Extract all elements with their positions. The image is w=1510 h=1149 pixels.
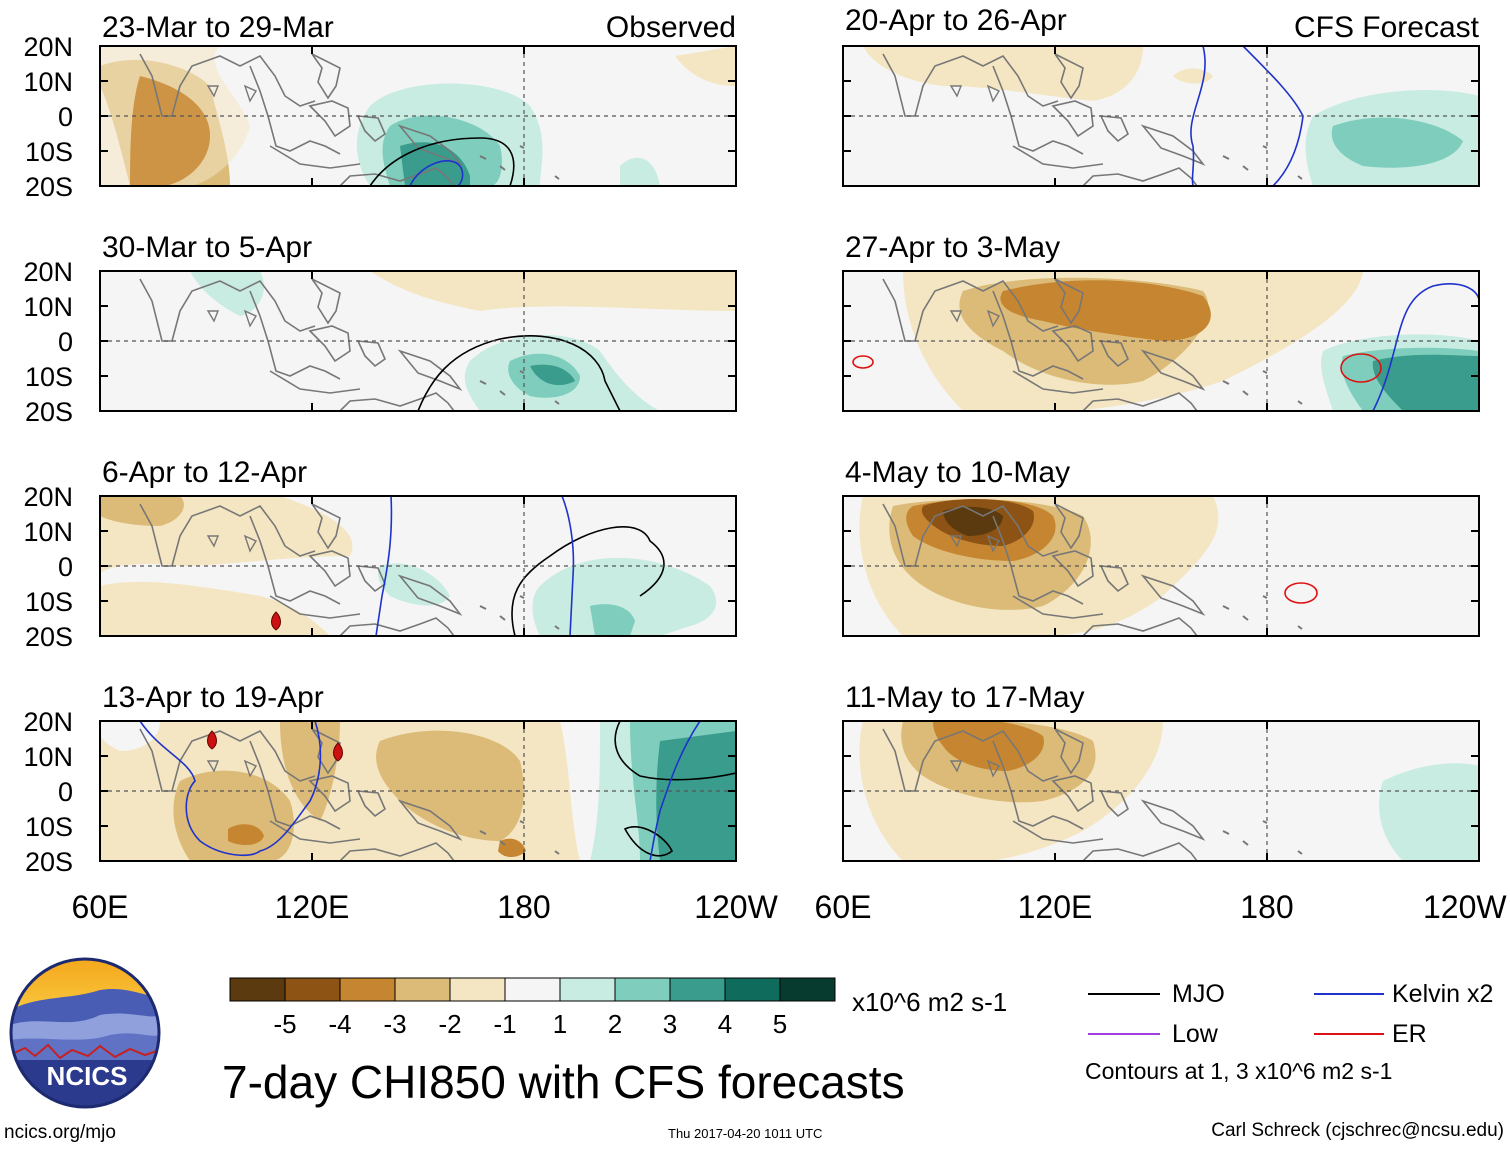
timestamp: Thu 2017-04-20 1011 UTC — [668, 1126, 823, 1141]
longitude-label: 60E — [815, 889, 872, 925]
latitude-label: 10N — [23, 742, 73, 772]
longitude-label: 120W — [694, 889, 778, 925]
colorbar-label: -1 — [493, 1009, 516, 1039]
panel-title: 4-May to 10-May — [845, 456, 1070, 489]
site-link[interactable]: ncics.org/mjo — [4, 1122, 116, 1143]
forecast-header: CFS Forecast — [1294, 11, 1480, 44]
colorbar-label: 5 — [773, 1009, 787, 1039]
colorbar-label: 2 — [608, 1009, 622, 1039]
panel-left-3 — [99, 495, 737, 637]
latitude-label: 0 — [58, 327, 73, 357]
longitude-label: 120E — [275, 889, 350, 925]
latitude-label: 20S — [25, 172, 73, 202]
low-legend-label: Low — [1172, 1020, 1218, 1048]
panel-right-1 — [842, 45, 1480, 187]
latitude-label: 20N — [23, 482, 73, 512]
colorbar-units: x10^6 m2 s-1 — [852, 987, 1008, 1017]
latitude-label: 20N — [23, 707, 73, 737]
longitude-labels: 60E 120E 180 120W 60E 120E 180 120W — [72, 889, 1508, 925]
panel-title: 27-Apr to 3-May — [845, 231, 1060, 264]
colorbar-swatch — [724, 977, 781, 1002]
latitude-label: 10S — [25, 587, 73, 617]
latitude-label: 20S — [25, 397, 73, 427]
panel-left-4 — [99, 720, 737, 862]
reference-lines — [100, 46, 1479, 861]
longitude-label: 60E — [72, 889, 129, 925]
colorbar-label: 4 — [718, 1009, 732, 1039]
colorbar-swatch — [449, 977, 506, 1002]
latitude-label: 10N — [23, 517, 73, 547]
page-title: 7-day CHI850 with CFS forecasts — [222, 1056, 905, 1108]
panel-title: 20-Apr to 26-Apr — [845, 4, 1067, 37]
latitude-label: 10S — [25, 137, 73, 167]
longitude-label: 180 — [1240, 889, 1293, 925]
latitude-label: 20N — [23, 32, 73, 62]
contours-note: Contours at 1, 3 x10^6 m2 s-1 — [1085, 1058, 1393, 1084]
latitude-labels: 20N 10N 0 10S 20S 20N 10N 0 10S 20S 20N 10N 0 10S 20S 2… — [23, 32, 73, 877]
panel-right-3 — [842, 495, 1480, 637]
panel-right-2 — [842, 270, 1480, 412]
latitude-label: 10S — [25, 812, 73, 842]
colorbar-label: 1 — [553, 1009, 567, 1039]
latitude-label: 20S — [25, 847, 73, 877]
colorbar-swatch — [229, 977, 286, 1002]
colorbar-label: -3 — [383, 1009, 406, 1039]
colorbar-swatch — [504, 977, 561, 1002]
latitude-label: 20S — [25, 622, 73, 652]
colorbar-label: -4 — [328, 1009, 351, 1039]
latitude-label: 10S — [25, 362, 73, 392]
colorbar-swatch — [559, 977, 616, 1002]
latitude-label: 0 — [58, 777, 73, 807]
longitude-label: 180 — [497, 889, 550, 925]
colorbar-swatch — [669, 977, 726, 1002]
panel-title: 13-Apr to 19-Apr — [102, 681, 324, 714]
colorbar-label: -5 — [273, 1009, 296, 1039]
colorbar-swatch — [779, 977, 836, 1002]
author-credit: Carl Schreck (cjschrec@ncsu.edu) — [1211, 1120, 1504, 1141]
latitude-label: 10N — [23, 292, 73, 322]
latitude-label: 20N — [23, 257, 73, 287]
er-legend-label: ER — [1392, 1020, 1427, 1048]
latitude-label: 0 — [58, 102, 73, 132]
latitude-label: 0 — [58, 552, 73, 582]
panel-title: 30-Mar to 5-Apr — [102, 231, 312, 264]
colorbar: -5 -4 -3 -2 -1 1 2 3 4 5 — [229, 977, 836, 1039]
legend — [1088, 993, 1384, 1035]
latitude-label: 10N — [23, 67, 73, 97]
colorbar-label: -2 — [438, 1009, 461, 1039]
colorbar-swatch — [614, 977, 671, 1002]
kelvin-legend-label: Kelvin x2 — [1392, 980, 1494, 1008]
longitude-label: 120E — [1018, 889, 1093, 925]
panel-right-4 — [842, 720, 1480, 862]
panel-left-2 — [99, 270, 737, 412]
observed-header: Observed — [606, 11, 736, 44]
panel-title: 23-Mar to 29-Mar — [102, 11, 334, 44]
ncics-logo: NCICS — [9, 957, 161, 1109]
mjo-legend-label: MJO — [1172, 980, 1225, 1008]
colorbar-swatch — [284, 977, 341, 1002]
panel-left-1 — [99, 45, 737, 187]
panel-title: 11-May to 17-May — [845, 681, 1085, 714]
longitude-label: 120W — [1423, 889, 1507, 925]
axis-ticks — [99, 45, 1480, 862]
panel-title: 6-Apr to 12-Apr — [102, 456, 307, 489]
logo-text: NCICS — [47, 1061, 128, 1091]
colorbar-label: 3 — [663, 1009, 677, 1039]
colorbar-swatch — [339, 977, 396, 1002]
colorbar-swatch — [394, 977, 451, 1002]
